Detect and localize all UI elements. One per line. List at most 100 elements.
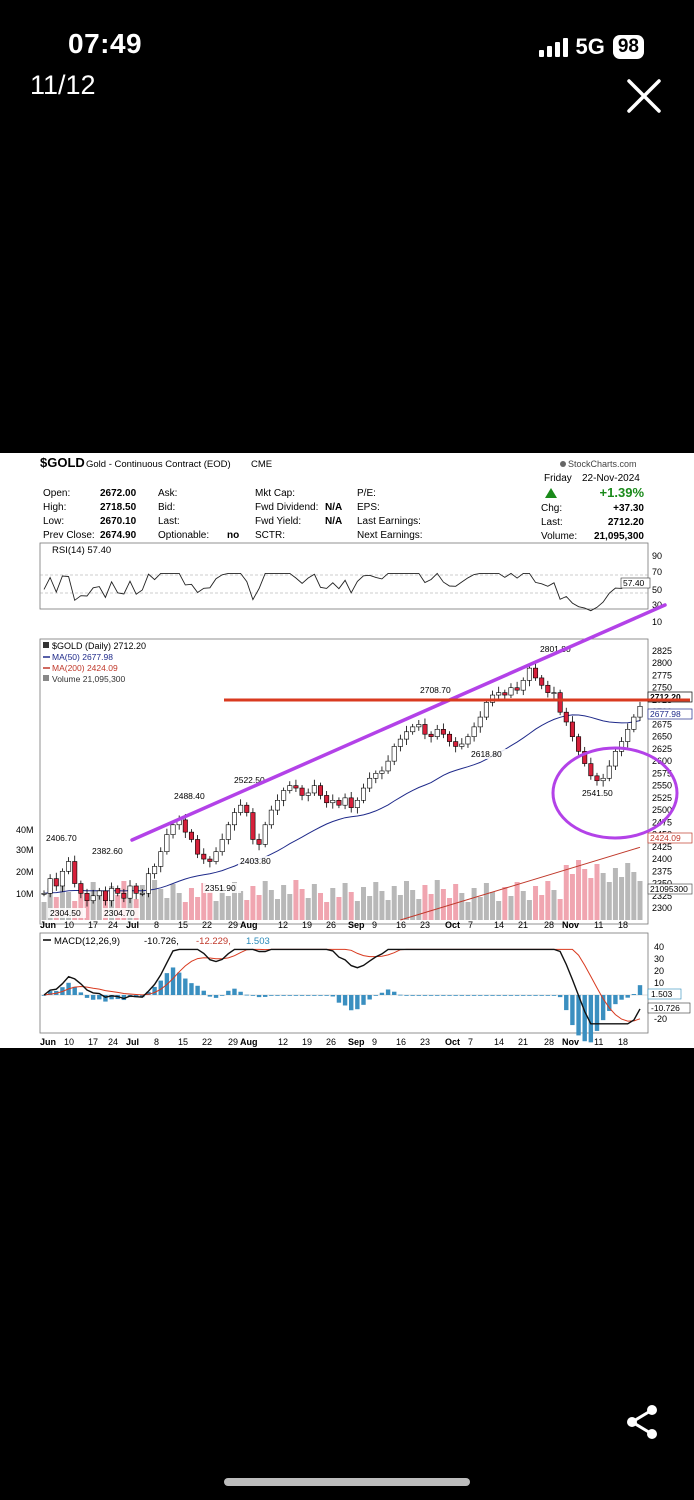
volume-bar [545,881,551,920]
volume-bar [434,880,440,920]
rsi-axis-tick: 30 [652,600,662,610]
candle-body [631,716,637,730]
rsi-label: RSI(14) 57.40 [52,545,111,556]
photo-counter: 11/12 [30,70,96,100]
price-axis-tick: 2400 [652,854,672,864]
volume-bar [182,902,188,920]
candle-body [625,729,631,742]
volume-bar [59,883,65,920]
candle-body [422,724,428,735]
volume-bar [139,885,145,920]
volume-bar [342,883,348,920]
candle-body [557,692,563,713]
price-annotation: 2708.70 [420,685,451,695]
volume-bar [514,882,520,920]
candle-body [195,839,201,855]
candle-body [47,878,53,894]
fwd-dividend-label: Fwd Dividend: [255,502,318,513]
prev-close-label: Prev Close: [43,530,95,541]
candle-body [440,729,446,735]
volume-legend: Volume 21,095,300 [52,674,126,684]
macd-histogram-bar [588,995,594,1043]
x-axis-tick: 24 [108,920,118,930]
macd-histogram-bar [428,995,434,996]
macd-histogram-bar [213,995,219,998]
x-axis-tick: 17 [88,1037,98,1047]
price-annotation: 2541.50 [582,788,613,798]
ma50-line [43,714,641,894]
last-price-tag-text: 2712.20 [650,692,681,702]
x-axis-tick: 29 [228,920,238,930]
candle-body [551,692,557,694]
macd-histogram-bar [349,995,354,1011]
last2-label: Last: [541,517,563,528]
x-axis-tick: 8 [154,1037,159,1047]
volume-bar [539,895,545,920]
macd-histogram-bar [613,995,618,1005]
share-icon[interactable] [624,1402,660,1442]
candle-body [121,893,127,899]
volume-bar [244,900,250,920]
close-icon[interactable] [626,78,662,114]
macd-histogram-bar [158,980,163,995]
macd-histogram-bar [533,995,538,996]
volume-bar [367,896,373,920]
macd-histogram-bar [539,995,544,996]
x-axis-tick: 9 [372,1037,377,1047]
candle-body [317,785,323,796]
volume-bar [127,890,133,920]
macd-histogram-bar [238,991,243,995]
macd-panel [39,932,649,1034]
volume-bar [385,900,391,920]
candle-body [231,812,237,826]
circle-overlay [551,746,679,840]
volume-bar [47,888,53,920]
optionable-value: no [227,530,239,541]
macd-histogram-bar [361,995,366,1005]
price-axis-tick: 2525 [652,793,672,803]
x-axis-tick: 15 [178,920,188,930]
price-axis-tick: 2750 [652,683,672,693]
volume-bar [576,860,582,920]
volume-bar [78,887,84,920]
candle-body [244,804,250,813]
macd-histogram-bar [471,995,477,996]
quote-date: 22-Nov-2024 [582,473,640,484]
next-earnings-label: Next Earnings: [357,530,423,541]
volume-tag-text: 21095300 [650,884,688,894]
volume-tag [647,883,693,895]
candle-body [250,812,256,840]
x-axis-tick: 28 [544,1037,554,1047]
home-indicator[interactable] [224,1478,470,1486]
x-axis-tick: 15 [178,1037,188,1047]
x-axis-tick: Oct [445,920,460,930]
candle-body [324,795,330,804]
volume-axis-tick: 20M [16,867,34,877]
up-arrow-icon [545,488,557,498]
volume-bar [330,888,336,920]
x-axis-tick: 22 [202,1037,212,1047]
candle-body [90,895,96,901]
last-earnings-label: Last Earnings: [357,516,421,527]
price-axis-tick: 2500 [652,805,672,815]
volume-bar [508,896,514,920]
macd-histogram-bar [195,985,200,995]
macd-histogram-bar [502,995,508,996]
price-annotation: 2304.70 [104,908,135,918]
candle-body [109,888,115,901]
x-axis-tick: 7 [468,1037,473,1047]
stockcharts-watermark: StockCharts.com [568,459,637,469]
macd-histogram-bar [607,995,612,1011]
annotation-bg [469,749,507,759]
rsi-axis-tick: 70 [652,567,662,577]
macd-histogram-bar [631,994,637,995]
macd-histogram-bar [306,995,311,996]
chart-symbol: $GOLD [40,455,85,470]
macd-histogram-bar [478,995,483,996]
x-axis-tick: 11 [594,920,603,930]
macd-histogram-bar [318,995,323,996]
candle-body [361,787,367,801]
volume-bar [281,885,287,920]
x-axis-tick: Nov [562,1037,579,1047]
candle-body [348,797,354,808]
